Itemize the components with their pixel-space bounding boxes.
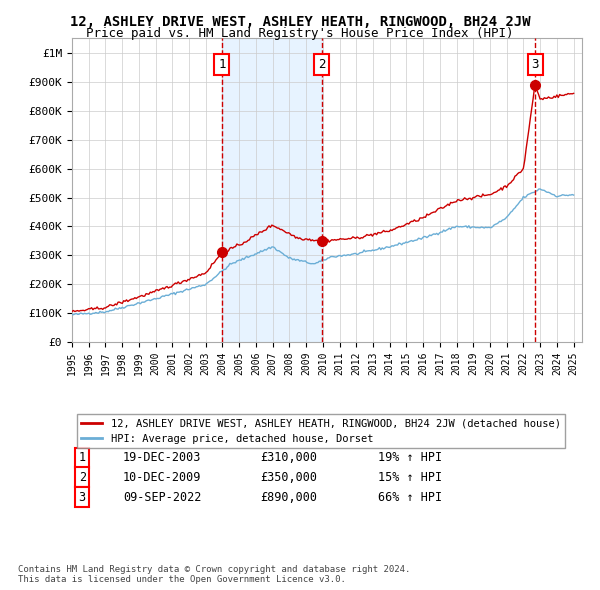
Text: Contains HM Land Registry data © Crown copyright and database right 2024.
This d: Contains HM Land Registry data © Crown c…	[18, 565, 410, 584]
Text: 1: 1	[218, 58, 226, 71]
Text: 09-SEP-2022: 09-SEP-2022	[123, 491, 202, 504]
Text: £350,000: £350,000	[260, 471, 318, 484]
Text: 12, ASHLEY DRIVE WEST, ASHLEY HEATH, RINGWOOD, BH24 2JW: 12, ASHLEY DRIVE WEST, ASHLEY HEATH, RIN…	[70, 15, 530, 29]
Text: Price paid vs. HM Land Registry's House Price Index (HPI): Price paid vs. HM Land Registry's House …	[86, 27, 514, 40]
Text: 2: 2	[79, 471, 86, 484]
Text: 19-DEC-2003: 19-DEC-2003	[123, 451, 202, 464]
Text: £890,000: £890,000	[260, 491, 318, 504]
Text: £310,000: £310,000	[260, 451, 318, 464]
Bar	[222, 38, 322, 342]
Text: 2: 2	[318, 58, 326, 71]
Text: 3: 3	[531, 58, 539, 71]
Text: 66% ↑ HPI: 66% ↑ HPI	[378, 491, 442, 504]
Text: 15% ↑ HPI: 15% ↑ HPI	[378, 471, 442, 484]
Legend: 12, ASHLEY DRIVE WEST, ASHLEY HEATH, RINGWOOD, BH24 2JW (detached house), HPI: A: 12, ASHLEY DRIVE WEST, ASHLEY HEATH, RIN…	[77, 414, 565, 448]
Text: 19% ↑ HPI: 19% ↑ HPI	[378, 451, 442, 464]
Text: 1: 1	[79, 451, 86, 464]
Text: 3: 3	[79, 491, 86, 504]
Text: 10-DEC-2009: 10-DEC-2009	[123, 471, 202, 484]
